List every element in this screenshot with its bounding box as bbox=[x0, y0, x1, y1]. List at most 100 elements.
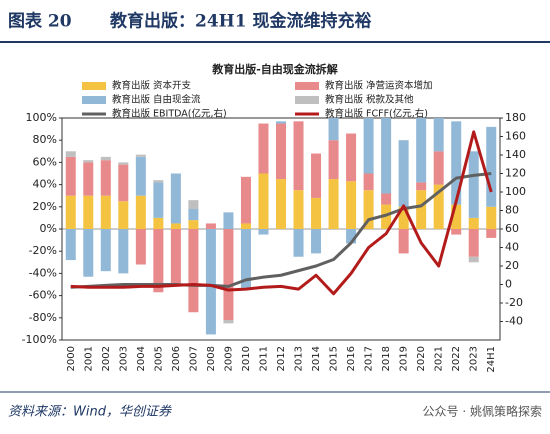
x-tick-label: 2012 bbox=[276, 346, 287, 371]
x-tick-label: 2011 bbox=[258, 346, 269, 371]
bar bbox=[293, 190, 304, 229]
y2-tick-label: 140 bbox=[505, 148, 526, 161]
y-tick-label: 20% bbox=[33, 200, 57, 213]
bar bbox=[346, 133, 357, 182]
bar bbox=[205, 229, 216, 335]
bar bbox=[468, 256, 479, 263]
bar bbox=[100, 195, 111, 229]
legend-label: 教育出版 资本开支 bbox=[112, 80, 192, 92]
bar bbox=[276, 121, 286, 124]
y2-tick-label: 40 bbox=[505, 241, 519, 254]
x-tick-label: 2002 bbox=[101, 346, 112, 371]
bar bbox=[135, 156, 146, 196]
bar bbox=[65, 229, 76, 261]
bar bbox=[381, 193, 392, 205]
bar bbox=[486, 206, 497, 229]
bar bbox=[240, 176, 251, 224]
bar bbox=[170, 223, 181, 229]
bar bbox=[188, 209, 199, 221]
bar bbox=[258, 229, 269, 235]
bar bbox=[346, 181, 357, 229]
y2-tick-label: 100 bbox=[505, 185, 526, 198]
y2-tick-label: 160 bbox=[505, 130, 526, 143]
bar bbox=[398, 206, 409, 229]
bar bbox=[433, 184, 444, 229]
bar bbox=[153, 229, 164, 293]
bar bbox=[100, 229, 111, 272]
bar bbox=[170, 173, 181, 224]
x-tick-label: 2022 bbox=[451, 346, 462, 371]
bar bbox=[398, 229, 409, 254]
y2-tick-label: 80 bbox=[505, 204, 519, 217]
x-tick-label: 2018 bbox=[381, 346, 392, 371]
bar bbox=[223, 229, 234, 321]
line bbox=[70, 130, 493, 296]
x-tick-label: 2004 bbox=[136, 346, 147, 371]
bar bbox=[451, 204, 462, 229]
y-tick-label: 0% bbox=[40, 222, 57, 235]
y-tick-label: -20% bbox=[29, 244, 57, 257]
bar bbox=[83, 162, 94, 196]
bar bbox=[398, 140, 409, 207]
bar bbox=[118, 201, 129, 229]
bar bbox=[363, 173, 374, 191]
bar bbox=[416, 118, 427, 183]
bar bbox=[223, 320, 234, 324]
x-tick-label: 2020 bbox=[416, 346, 427, 371]
bar bbox=[381, 118, 392, 194]
x-tick-label: 2010 bbox=[241, 346, 252, 371]
bar bbox=[416, 190, 427, 229]
bar bbox=[100, 156, 111, 161]
bar bbox=[293, 121, 304, 191]
y-tick-label: 40% bbox=[33, 178, 57, 191]
header-label: 图表 20 bbox=[8, 11, 72, 32]
bar bbox=[468, 151, 479, 218]
bar bbox=[100, 160, 111, 196]
legend-swatch bbox=[295, 96, 319, 104]
bar bbox=[65, 151, 76, 157]
bar bbox=[118, 164, 129, 202]
x-tick-label: 2009 bbox=[223, 346, 234, 371]
bar bbox=[311, 197, 322, 229]
legend-swatch bbox=[295, 82, 319, 90]
bar bbox=[135, 195, 146, 229]
bar bbox=[416, 182, 427, 191]
x-tick-label: 2006 bbox=[171, 346, 182, 371]
legend-label: 教育出版 EBITDA(亿元,右) bbox=[112, 108, 227, 120]
bar bbox=[135, 229, 146, 265]
bar bbox=[346, 229, 357, 244]
bar bbox=[205, 223, 216, 229]
x-tick-label: 2023 bbox=[469, 346, 480, 371]
y2-tick-label: -40 bbox=[505, 315, 523, 328]
bar bbox=[311, 229, 322, 254]
y2-tick-label: 60 bbox=[505, 222, 519, 235]
bar bbox=[65, 156, 76, 196]
x-tick-label: 2021 bbox=[434, 346, 445, 371]
bar bbox=[468, 229, 479, 257]
chart-title: 教育出版-自由现金流拆解 bbox=[211, 62, 338, 76]
footer-source: 资料来源：Wind，华创证券 bbox=[8, 405, 172, 420]
y-tick-label: 80% bbox=[33, 133, 57, 146]
x-tick-label: 2000 bbox=[66, 346, 77, 371]
bar bbox=[451, 121, 462, 205]
line bbox=[70, 172, 492, 289]
bar bbox=[118, 162, 129, 165]
bar bbox=[328, 140, 339, 180]
legend-swatch bbox=[82, 82, 106, 90]
legend-label: 教育出版 税款及其他 bbox=[325, 94, 414, 106]
watermark: 公众号 · 姚佩策略探索 bbox=[423, 404, 542, 419]
x-tick-label: 2017 bbox=[364, 346, 375, 371]
bar bbox=[363, 118, 374, 174]
x-tick-label: 2005 bbox=[153, 346, 164, 371]
bar bbox=[363, 190, 374, 229]
bar bbox=[188, 200, 199, 210]
x-tick-label: 2019 bbox=[399, 346, 410, 371]
x-tick-label: 2007 bbox=[188, 346, 199, 371]
bar bbox=[188, 220, 199, 229]
bar bbox=[451, 229, 462, 235]
y-tick-label: -80% bbox=[29, 311, 57, 324]
x-tick-label: 2015 bbox=[329, 346, 340, 371]
bar bbox=[293, 229, 304, 257]
y2-tick-label: 0 bbox=[505, 278, 512, 291]
